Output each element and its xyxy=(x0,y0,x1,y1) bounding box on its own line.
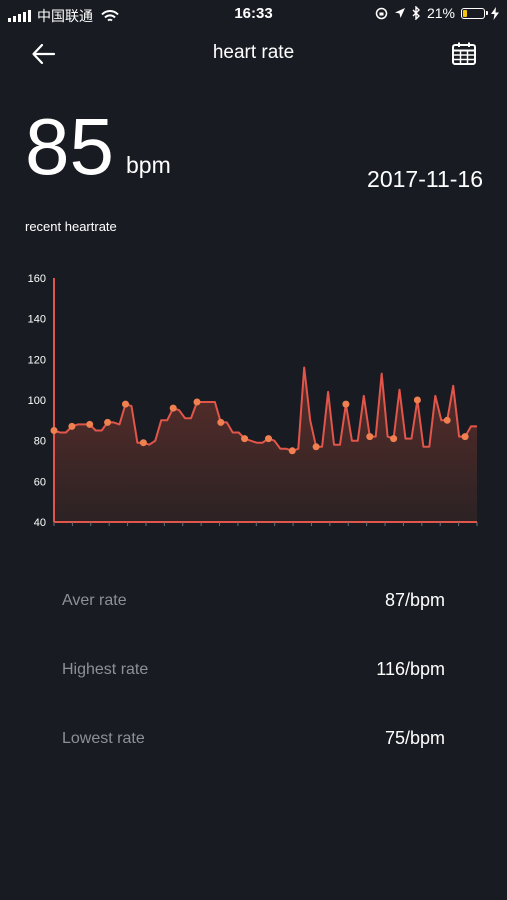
measurement-date: 2017-11-16 xyxy=(367,166,483,192)
nav-bar: heart rate xyxy=(0,36,507,70)
average-rate-label: Aver rate xyxy=(62,592,127,609)
chart-point xyxy=(461,433,469,441)
current-bpm-unit: bpm xyxy=(126,152,171,178)
calendar-icon[interactable] xyxy=(451,41,477,67)
charging-icon xyxy=(491,6,499,20)
page-title: heart rate xyxy=(212,42,295,63)
chart-point xyxy=(104,418,112,426)
arrow-left-icon[interactable] xyxy=(30,40,58,68)
chart-y-tick-label: 100 xyxy=(28,395,46,407)
status-right: 21% xyxy=(375,5,499,21)
chart-point xyxy=(413,396,421,404)
wifi-icon xyxy=(101,9,119,21)
battery-icon xyxy=(461,7,488,19)
chart-point xyxy=(193,398,201,406)
recent-heartrate-label: recent heartrate xyxy=(25,219,117,234)
status-left: 中国联通 xyxy=(8,6,119,26)
chart-point xyxy=(366,433,374,441)
location-icon xyxy=(394,8,405,18)
chart-area-fill xyxy=(54,367,477,522)
chart-y-tick-label: 40 xyxy=(34,517,46,529)
chart-point xyxy=(342,400,350,408)
highest-rate-label: Highest rate xyxy=(62,661,149,678)
status-bar: 中国联通 16:33 21% xyxy=(0,0,507,28)
average-rate-value: 87/bpm xyxy=(384,590,445,610)
chart-point xyxy=(50,427,58,434)
stat-row-average: Aver rate 87/bpm xyxy=(0,580,507,649)
current-bpm-value: 85 xyxy=(25,102,114,191)
chart-point xyxy=(122,400,129,408)
chart-y-tick-label: 60 xyxy=(34,476,46,488)
chart-y-tick-label: 160 xyxy=(28,273,46,285)
chart-point xyxy=(312,443,320,451)
chart-point xyxy=(443,416,451,424)
signal-icon xyxy=(8,10,31,22)
highest-rate-value: 116/bpm xyxy=(376,659,445,679)
chart-point xyxy=(139,439,147,447)
chart-y-tick-label: 120 xyxy=(28,354,46,366)
stat-row-highest: Highest rate 116/bpm xyxy=(0,649,507,718)
chart-series-line xyxy=(53,366,477,452)
battery-level xyxy=(463,9,467,17)
stat-row-lowest: Lowest rate 75/bpm xyxy=(0,718,507,787)
chart-y-tick-label: 80 xyxy=(34,436,46,448)
stats-list: Aver rate 87/bpm Highest rate 116/bpm Lo… xyxy=(0,580,507,787)
chart-point xyxy=(288,447,296,455)
chart-point xyxy=(390,435,398,443)
chart-y-tick-label: 140 xyxy=(28,314,46,326)
carrier-name: 中国联通 xyxy=(37,8,93,24)
chart-point xyxy=(265,435,272,443)
orientation-lock-icon xyxy=(375,7,388,19)
chart-point xyxy=(169,404,177,412)
chart-point xyxy=(241,435,249,443)
lowest-rate-value: 75/bpm xyxy=(384,728,445,748)
battery-percent: 21% xyxy=(426,5,455,21)
bluetooth-icon xyxy=(412,6,420,20)
chart-point xyxy=(68,422,76,430)
lowest-rate-label: Lowest rate xyxy=(62,730,145,747)
status-time: 16:33 xyxy=(234,5,273,22)
chart-point xyxy=(86,420,94,428)
heartrate-chart: 160 140 120 100 80 60 40 xyxy=(28,273,478,529)
chart-point xyxy=(217,418,225,426)
